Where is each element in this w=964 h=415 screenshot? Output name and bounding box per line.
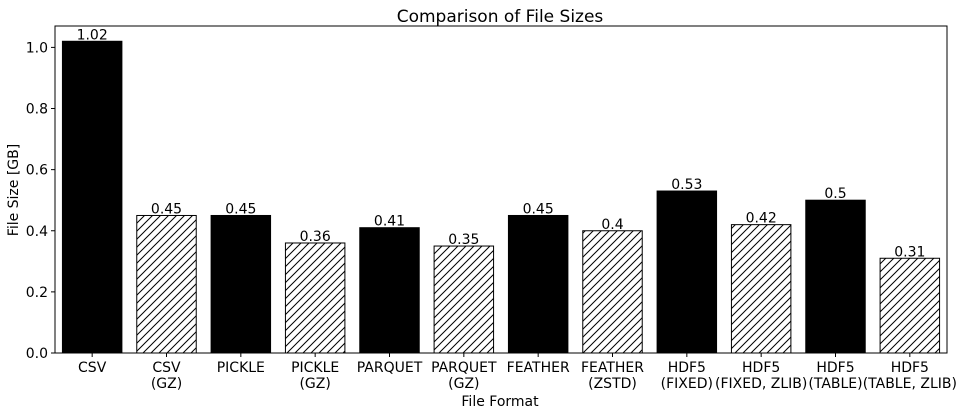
bar-value-label: 0.42 [746, 211, 777, 227]
bar-value-label: 0.45 [523, 201, 554, 217]
x-tick-label: PARQUET [357, 360, 423, 376]
x-tick-label-line: (GZ) [448, 376, 479, 392]
bar [656, 190, 718, 354]
y-tick-label: 0.2 [26, 285, 48, 301]
bar [730, 224, 792, 354]
x-tick-label-line: CSV [152, 360, 181, 376]
x-tick-label: PICKLE (GZ) [291, 360, 339, 392]
x-tick-label-line: HDF5 [891, 360, 929, 376]
x-tick-label-line: (TABLE, ZLIB) [863, 376, 957, 392]
bar [805, 199, 866, 354]
bar-value-label: 0.35 [448, 232, 479, 248]
value-labels: 1.02 0.45 0.45 0.36 0.41 0.35 0.45 0.4 0.53 0.42 0… [77, 27, 926, 260]
bar-value-label: 0.4 [601, 217, 623, 233]
x-tick-label-line: (GZ) [151, 376, 182, 392]
x-tick-label-line: (GZ) [299, 376, 330, 392]
x-tick-label-line: FEATHER [507, 360, 570, 376]
x-tick-label: HDF5 (TABLE, ZLIB) [863, 360, 957, 392]
bar [136, 214, 197, 354]
x-tick-label-line: FEATHER [581, 360, 644, 376]
x-tick-label-line: (ZSTD) [588, 376, 637, 392]
y-tick-label: 0.6 [26, 163, 48, 179]
x-tick-label: CSV [78, 360, 107, 376]
bar [61, 40, 123, 354]
bar-value-label: 0.41 [374, 214, 405, 230]
x-tick-label-line: PICKLE [217, 360, 265, 376]
x-tick-label: HDF5 (TABLE) [808, 360, 862, 392]
x-tick-label: PARQUET (GZ) [431, 360, 497, 392]
bar [507, 214, 569, 354]
bar-value-label: 0.5 [824, 186, 846, 202]
x-tick-label-line: HDF5 [742, 360, 780, 376]
x-axis-ticks: CSV CSV (GZ)PICKLE PICKLE (GZ)PARQUET PARQUET… [78, 353, 957, 392]
y-tick-label: 0.4 [26, 224, 48, 240]
bar-value-label: 0.36 [300, 229, 331, 245]
bar [210, 214, 272, 354]
bar [433, 245, 495, 354]
bar-value-label: 0.31 [894, 244, 925, 260]
x-tick-label: PICKLE [217, 360, 265, 376]
bars [61, 40, 941, 354]
y-tick-label: 1.0 [26, 40, 48, 56]
bar-value-label: 1.02 [77, 27, 108, 43]
bar [284, 242, 346, 354]
x-tick-label: HDF5 (FIXED) [661, 360, 713, 392]
x-tick-label: HDF5 (FIXED, ZLIB) [715, 360, 807, 392]
bar [582, 230, 643, 354]
bar-value-label: 0.45 [225, 201, 256, 217]
bar-value-label: 0.53 [671, 177, 702, 193]
bar-value-label: 0.45 [151, 201, 182, 217]
y-tick-label: 0.8 [26, 102, 48, 118]
x-tick-label-line: HDF5 [816, 360, 854, 376]
x-tick-label-line: HDF5 [668, 360, 706, 376]
y-axis-label: File Size [GB] [6, 144, 22, 236]
x-tick-label-line: (FIXED) [661, 376, 713, 392]
x-axis-label: File Format [461, 394, 539, 410]
x-tick-label-line: PICKLE [291, 360, 339, 376]
x-tick-label: CSV (GZ) [151, 360, 182, 392]
y-axis-ticks: 0.0 0.2 0.4 0.6 0.8 1.0 [26, 40, 55, 362]
chart-title: Comparison of File Sizes [397, 7, 604, 27]
x-tick-label-line: (TABLE) [808, 376, 862, 392]
x-tick-label-line: PARQUET [431, 360, 497, 376]
x-tick-label-line: PARQUET [357, 360, 423, 376]
bar [359, 227, 420, 354]
y-tick-label: 0.0 [26, 346, 48, 362]
bar [879, 257, 941, 354]
x-tick-label: FEATHER [507, 360, 570, 376]
plot-frame [54, 25, 948, 354]
x-tick-label-line: (FIXED, ZLIB) [715, 376, 807, 392]
x-tick-label-line: CSV [78, 360, 107, 376]
x-tick-label: FEATHER (ZSTD) [581, 360, 644, 392]
